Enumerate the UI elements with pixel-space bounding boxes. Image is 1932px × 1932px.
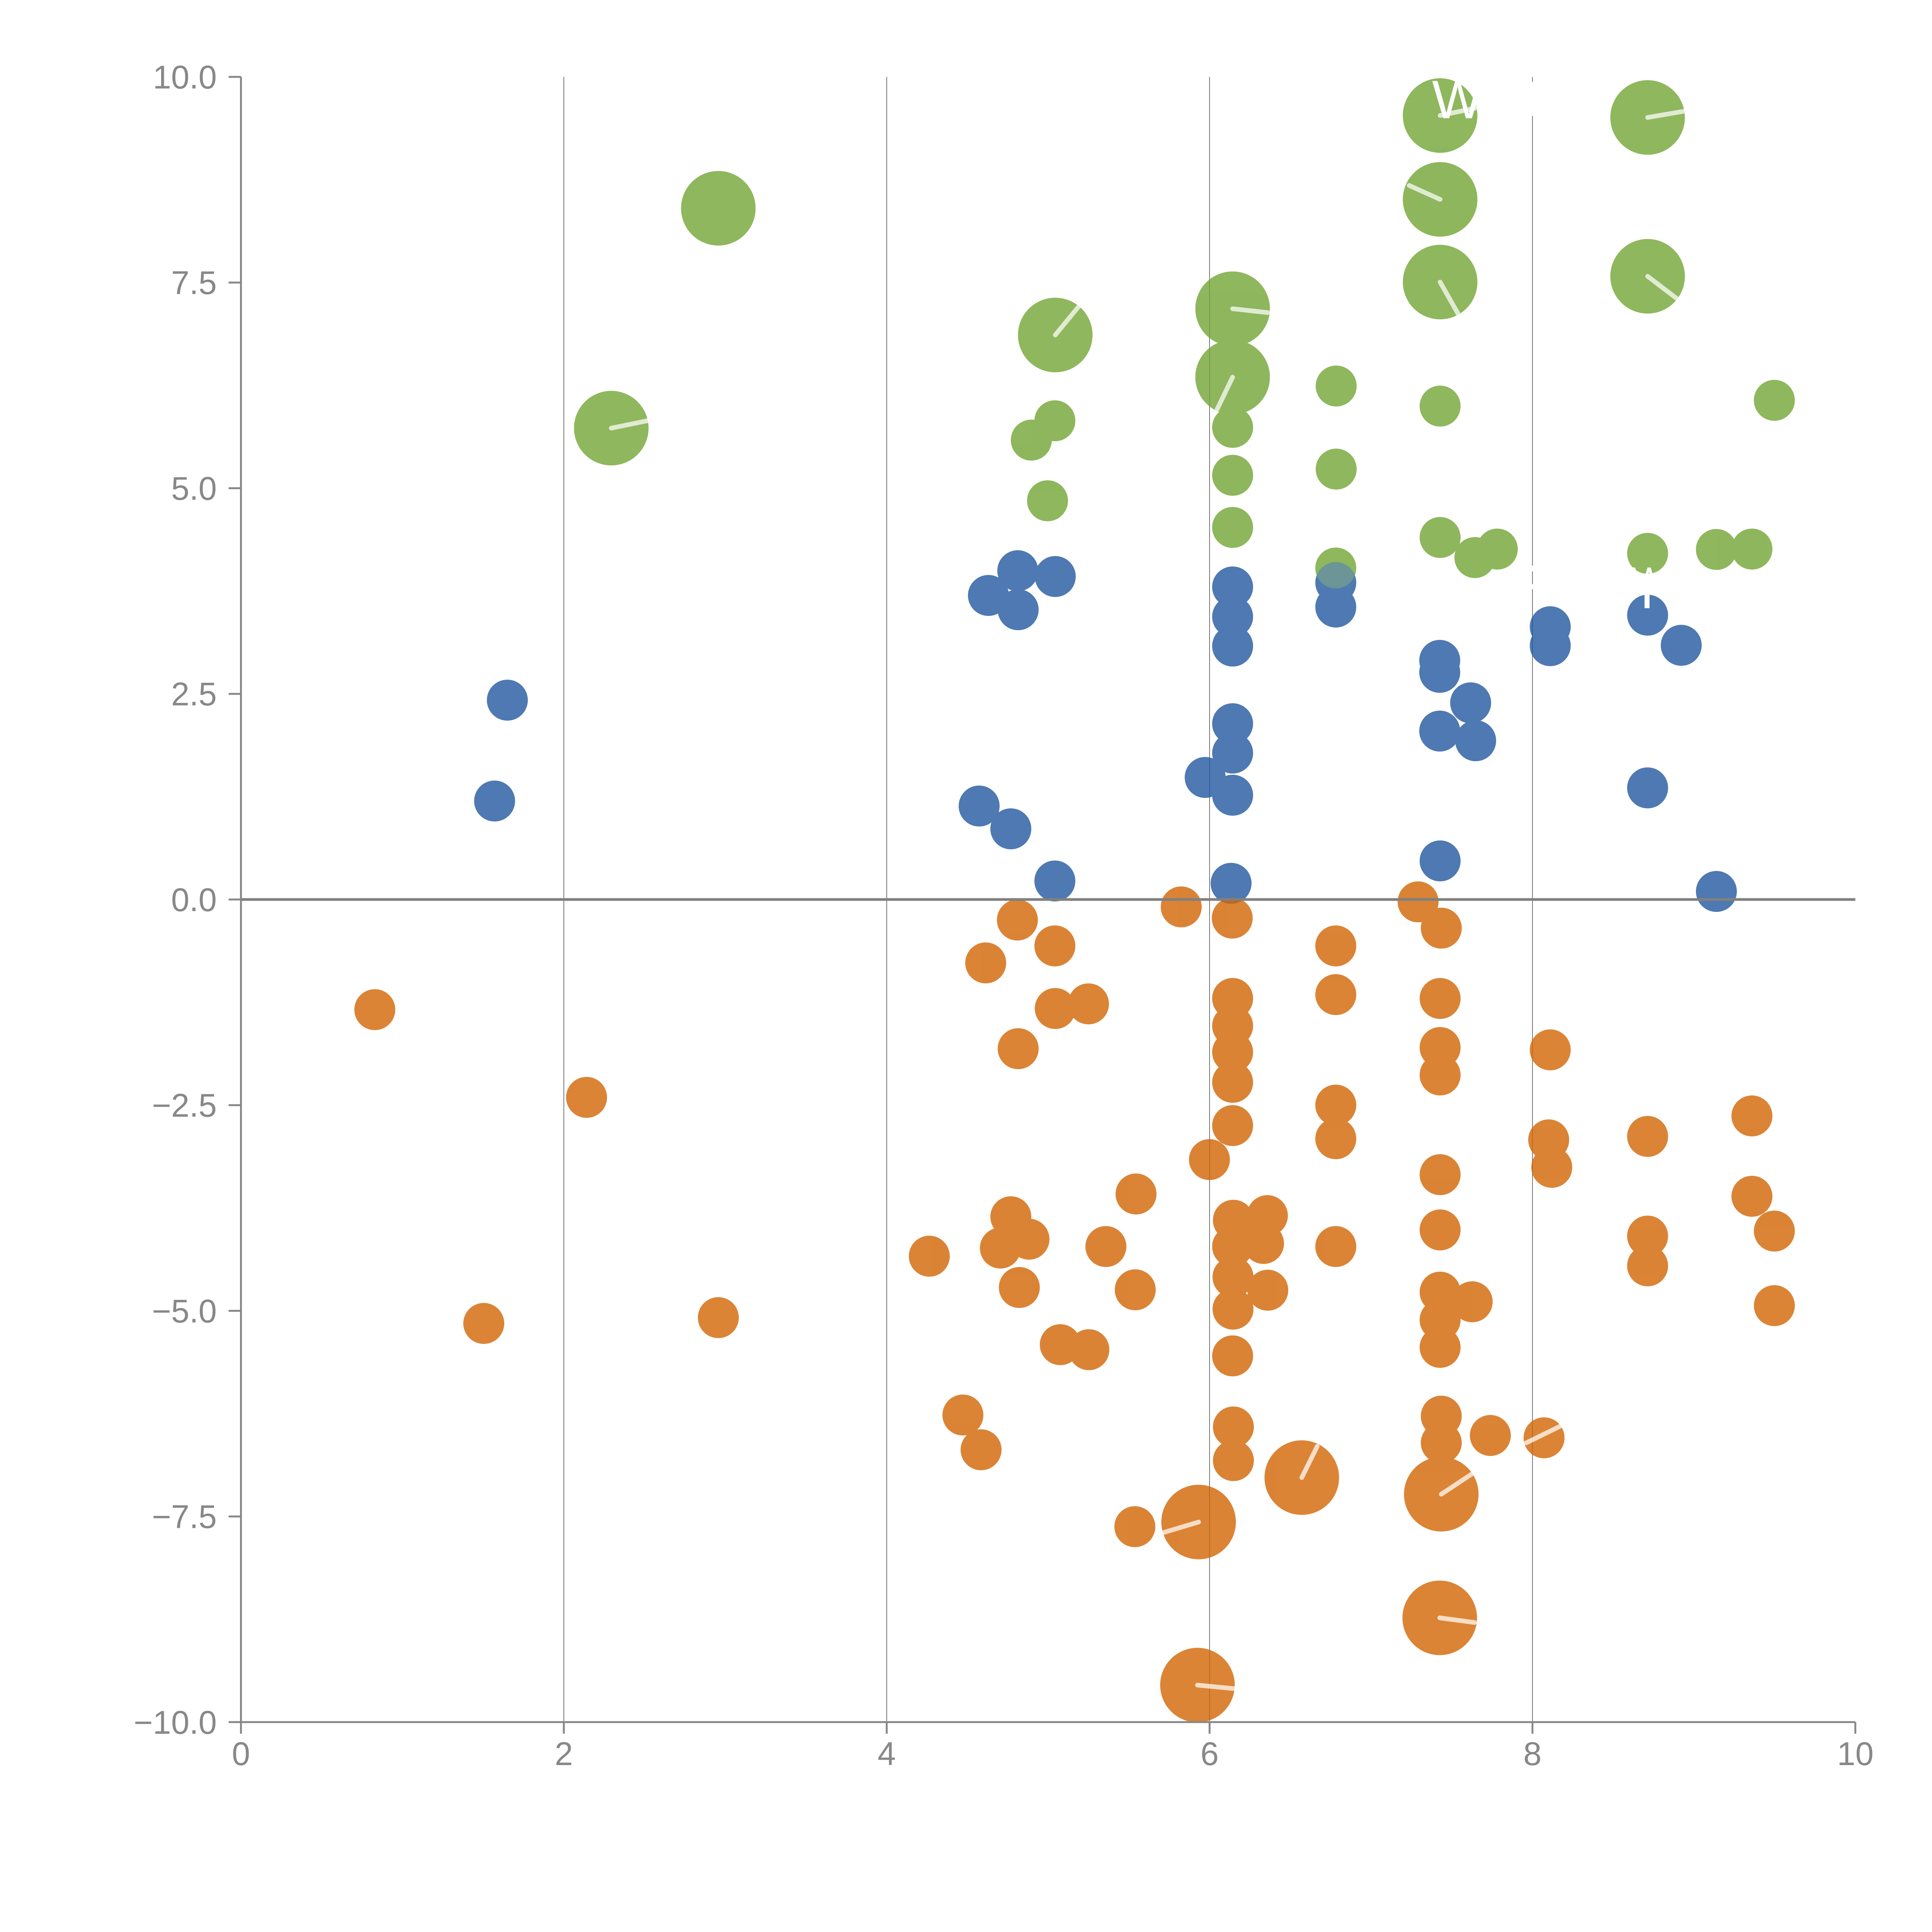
svg-text:0.0: 0.0: [171, 882, 217, 918]
svg-text:8: 8: [1523, 1736, 1541, 1772]
svg-text:−2.5: −2.5: [152, 1087, 217, 1124]
svg-text:10.0: 10.0: [153, 59, 217, 96]
svg-text:4: 4: [878, 1736, 896, 1772]
svg-text:2.5: 2.5: [171, 676, 217, 713]
svg-text:7.5: 7.5: [171, 265, 217, 301]
svg-text:−10.0: −10.0: [134, 1704, 217, 1741]
svg-text:10: 10: [1837, 1736, 1874, 1772]
svg-text:WA: WA: [1432, 69, 1517, 130]
svg-text:0: 0: [232, 1736, 250, 1772]
svg-text:5.0: 5.0: [171, 471, 217, 507]
svg-text:6: 6: [1201, 1736, 1219, 1772]
svg-text:−5.0: −5.0: [152, 1293, 217, 1330]
svg-text:−7.5: −7.5: [152, 1499, 217, 1536]
svg-text:2: 2: [555, 1736, 573, 1772]
